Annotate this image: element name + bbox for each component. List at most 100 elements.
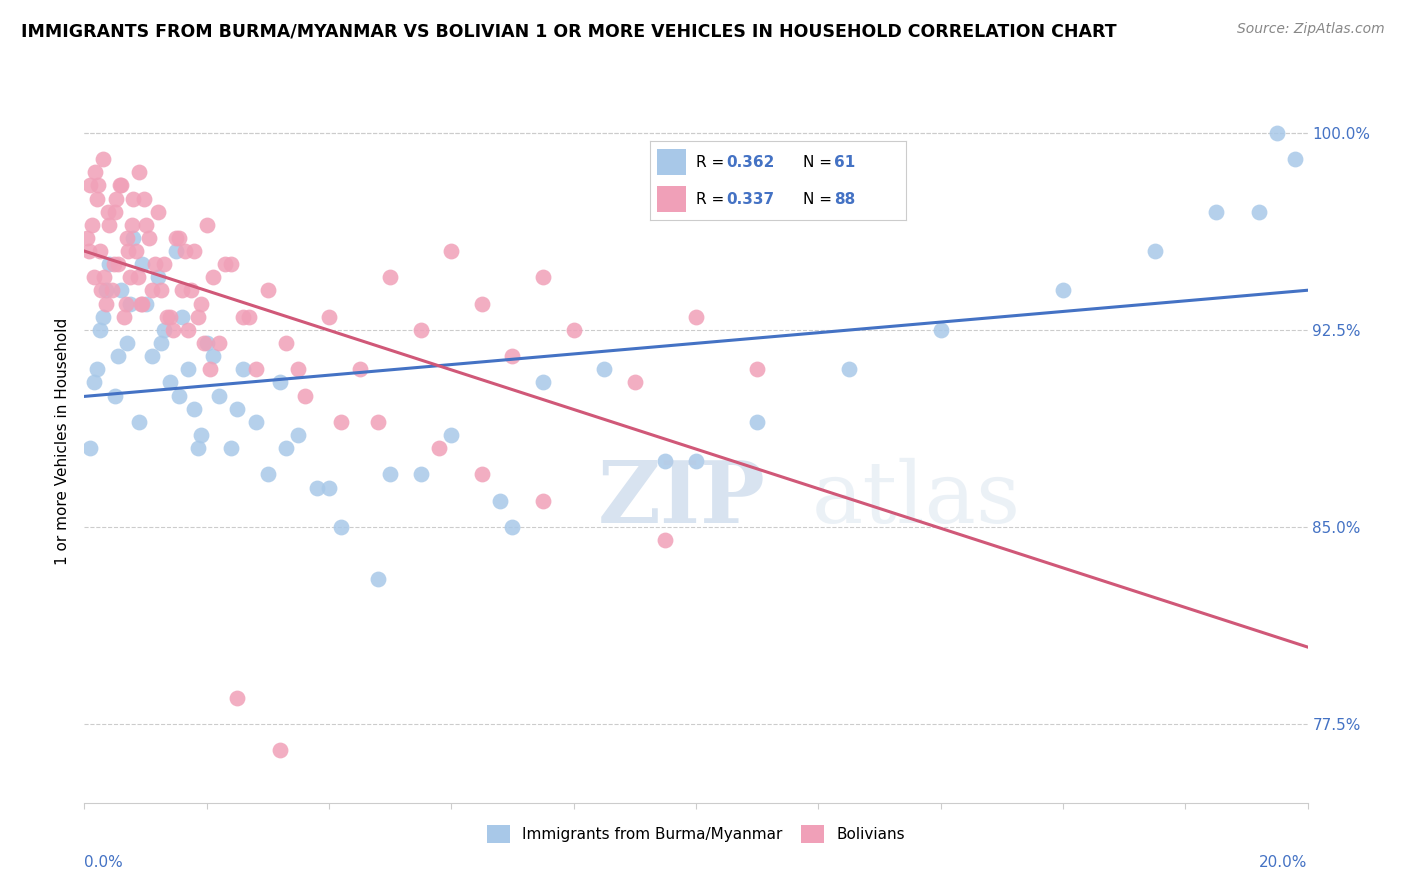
Point xyxy=(531,376,554,390)
Text: ZIP: ZIP xyxy=(598,458,766,541)
Point xyxy=(409,323,432,337)
Point xyxy=(685,454,707,468)
Point xyxy=(440,244,463,258)
Point xyxy=(276,336,298,351)
Point xyxy=(198,362,221,376)
Point xyxy=(593,362,616,376)
Point xyxy=(305,481,328,495)
Point xyxy=(141,349,163,363)
Point xyxy=(127,270,149,285)
FancyBboxPatch shape xyxy=(658,149,686,176)
Text: atlas: atlas xyxy=(813,458,1021,541)
Point xyxy=(156,310,179,324)
Point xyxy=(471,296,494,310)
Point xyxy=(112,310,135,324)
Point xyxy=(276,441,298,455)
Point xyxy=(624,376,647,390)
Point xyxy=(91,310,114,324)
Point xyxy=(190,428,212,442)
Point xyxy=(125,244,148,258)
Point xyxy=(502,349,524,363)
Point xyxy=(1052,284,1074,298)
Point xyxy=(115,296,138,310)
Point xyxy=(177,362,200,376)
Point xyxy=(685,310,707,324)
Point xyxy=(167,231,190,245)
Point xyxy=(121,218,143,232)
Point xyxy=(146,270,169,285)
Point xyxy=(165,244,187,258)
Point xyxy=(101,284,124,298)
Point xyxy=(427,441,450,455)
Point xyxy=(186,441,208,455)
Point xyxy=(149,336,172,351)
Point xyxy=(186,310,208,324)
Point xyxy=(110,284,132,298)
Point xyxy=(226,690,249,705)
Text: R =: R = xyxy=(696,192,728,207)
Point xyxy=(330,415,353,429)
Point xyxy=(146,204,169,219)
Text: 88: 88 xyxy=(834,192,855,207)
Point xyxy=(1143,244,1166,258)
Point xyxy=(245,362,267,376)
Point xyxy=(502,520,524,534)
Text: 0.337: 0.337 xyxy=(727,192,775,207)
Point xyxy=(87,178,110,193)
Point xyxy=(1247,204,1270,219)
Point xyxy=(172,310,194,324)
Point xyxy=(105,192,128,206)
Point xyxy=(93,270,115,285)
Point xyxy=(747,362,769,376)
Point xyxy=(159,310,181,324)
Point xyxy=(143,257,166,271)
Text: Source: ZipAtlas.com: Source: ZipAtlas.com xyxy=(1237,22,1385,37)
Point xyxy=(208,388,231,402)
Point xyxy=(190,296,212,310)
Point xyxy=(1265,126,1288,140)
Point xyxy=(167,388,190,402)
Point xyxy=(165,231,187,245)
Point xyxy=(122,231,145,245)
Point xyxy=(367,415,389,429)
Point xyxy=(1205,204,1227,219)
Point xyxy=(80,218,103,232)
Point xyxy=(654,454,676,468)
Point xyxy=(135,296,157,310)
Point xyxy=(201,270,224,285)
Point xyxy=(287,362,309,376)
Point xyxy=(129,296,152,310)
Point xyxy=(294,388,316,402)
Point xyxy=(94,284,117,298)
Point xyxy=(97,257,120,271)
Text: 61: 61 xyxy=(834,155,855,169)
Point xyxy=(97,204,120,219)
Point xyxy=(929,323,952,337)
Point xyxy=(1284,152,1306,166)
Text: 0.362: 0.362 xyxy=(727,155,775,169)
Point xyxy=(183,401,205,416)
Point xyxy=(269,743,291,757)
Point xyxy=(269,376,291,390)
Text: R =: R = xyxy=(696,155,728,169)
Point xyxy=(153,323,176,337)
Point xyxy=(330,520,353,534)
Point xyxy=(79,178,101,193)
Point xyxy=(141,284,163,298)
Point xyxy=(245,415,267,429)
Point xyxy=(120,296,142,310)
Point xyxy=(232,362,254,376)
Point xyxy=(89,244,111,258)
Point xyxy=(110,178,132,193)
Point xyxy=(135,218,157,232)
Point xyxy=(162,323,184,337)
Point xyxy=(90,284,112,298)
Point xyxy=(219,257,242,271)
Point xyxy=(128,165,150,179)
Point xyxy=(318,481,340,495)
Text: 0.0%: 0.0% xyxy=(84,855,124,871)
Point xyxy=(149,284,172,298)
Legend: Immigrants from Burma/Myanmar, Bolivians: Immigrants from Burma/Myanmar, Bolivians xyxy=(481,819,911,849)
Point xyxy=(108,178,131,193)
Point xyxy=(471,467,494,482)
